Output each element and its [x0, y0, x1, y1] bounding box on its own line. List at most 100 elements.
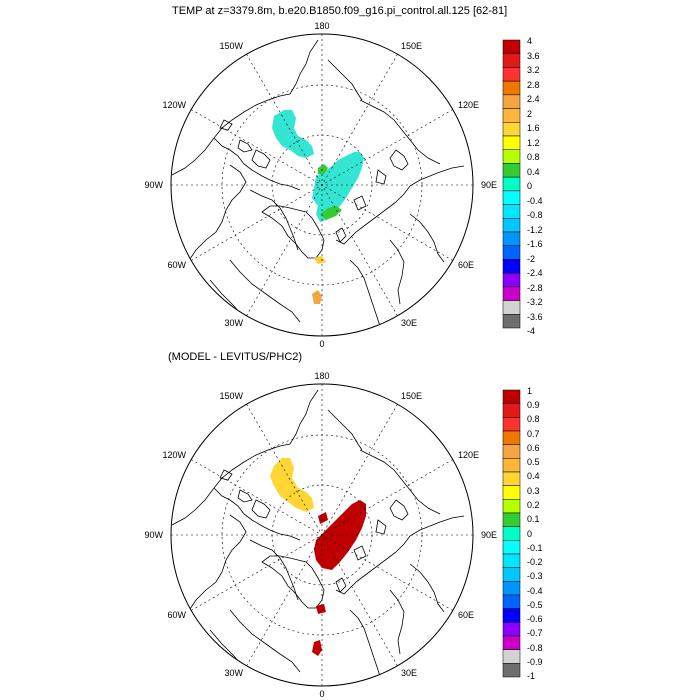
colorbar-box — [502, 581, 521, 596]
colorbar-label: -3.2 — [527, 297, 543, 307]
colorbar-label: 4 — [527, 36, 532, 46]
coastlines-top — [171, 39, 465, 336]
polar-map-bottom: 180 150E 120E 90E 60E 30E 0 30W 60W 90W … — [144, 371, 497, 699]
colorbar-bottom: 1 0.9 0.8 0.7 0.6 0.5 0.4 0.3 0.2 0.1 0 … — [502, 386, 543, 681]
panel-title-bottom: (MODEL - LEVITUS/PHC2) — [168, 351, 303, 363]
colorbar-label: -4 — [527, 326, 535, 336]
colorbar-label: -0.4 — [527, 196, 543, 206]
colorbar-box — [502, 485, 521, 500]
colorbar-box — [502, 540, 521, 555]
colorbar-box — [502, 231, 521, 246]
lon-label-150e: 150E — [401, 391, 422, 401]
colorbar-box — [502, 300, 521, 315]
field-top-5 — [312, 290, 322, 304]
colorbar-box — [502, 149, 521, 164]
colorbar-label: 3.6 — [527, 51, 540, 61]
colorbar-label: -1.6 — [527, 239, 543, 249]
lon-label-150w: 150W — [219, 41, 243, 51]
lon-label-120w: 120W — [162, 450, 186, 460]
colorbar-box — [502, 67, 521, 82]
colorbar-label: 2.8 — [527, 80, 540, 90]
colorbar-label: 1 — [527, 386, 532, 396]
colorbar-box — [502, 663, 521, 678]
lon-label-90e: 90E — [481, 530, 497, 540]
lon-label-30w: 30W — [224, 318, 243, 328]
colorbar-box — [502, 512, 521, 527]
field-top-2 — [318, 164, 328, 174]
colorbar-box — [502, 176, 521, 192]
field-top-1 — [312, 152, 364, 222]
colorbar-box — [502, 259, 521, 274]
colorbar-label: 0.9 — [527, 400, 540, 410]
map-boundary-top — [170, 33, 474, 337]
colorbar-box — [502, 108, 521, 123]
colorbar-box — [502, 444, 521, 459]
lon-label-0: 0 — [319, 339, 324, 349]
lon-label-120e: 120E — [458, 450, 479, 460]
colorbar-label: 0 — [527, 181, 532, 191]
colorbar-box — [502, 245, 521, 260]
colorbar-label: -0.5 — [527, 600, 543, 610]
colorbar-box — [502, 39, 521, 54]
lon-label-120w: 120W — [162, 100, 186, 110]
lon-label-90e: 90E — [481, 180, 497, 190]
colorbar-label: -1 — [527, 671, 535, 681]
colorbar-box — [502, 553, 521, 568]
field-bottom-4 — [312, 640, 322, 656]
panel-title-top: TEMP at z=3379.8m, b.e20.B1850.f09_g16.p… — [172, 5, 508, 17]
colorbar-label: 1.6 — [527, 123, 540, 133]
colorbar-box — [502, 204, 521, 219]
colorbar-box — [502, 286, 521, 301]
lon-label-180: 180 — [314, 21, 329, 31]
colorbar-box — [502, 94, 521, 109]
colorbar-label: -0.3 — [527, 571, 543, 581]
colorbar-label: -0.2 — [527, 557, 543, 567]
colorbar-box — [502, 314, 521, 329]
colorbar-label: -3.6 — [527, 312, 543, 322]
lon-label-150w: 150W — [219, 391, 243, 401]
colorbar-box — [502, 135, 521, 150]
lon-label-180: 180 — [314, 371, 329, 381]
colorbar-label: 0.5 — [527, 457, 540, 467]
colorbar-label: 0.6 — [527, 443, 540, 453]
colorbar-box — [502, 389, 521, 404]
colorbar-box — [502, 608, 521, 623]
lon-label-120e: 120E — [458, 100, 479, 110]
temperature-fields-top — [272, 110, 364, 304]
colorbar-label: 0 — [527, 529, 532, 539]
lon-label-90w: 90W — [144, 180, 163, 190]
lon-label-60w: 60W — [167, 260, 186, 270]
colorbar-box — [502, 635, 521, 650]
field-top-3 — [320, 206, 342, 220]
colorbar-box — [502, 499, 521, 514]
polar-map-top: 180 150E 120E 90E 60E 30E 0 30W 60W 90W … — [144, 21, 497, 349]
colorbar-box — [502, 80, 521, 96]
lon-label-30e: 30E — [401, 318, 417, 328]
colorbar-label: 1.2 — [527, 138, 540, 148]
colorbar-label: -2.8 — [527, 283, 543, 293]
colorbar-box — [502, 594, 521, 609]
colorbar-label: -0.4 — [527, 586, 543, 596]
colorbar-label: -0.8 — [527, 210, 543, 220]
lon-label-90w: 90W — [144, 530, 163, 540]
colorbar-label: -0.8 — [527, 643, 543, 653]
colorbar-box — [502, 458, 521, 473]
colorbar-box — [502, 163, 521, 178]
field-top-0 — [272, 110, 314, 158]
temperature-fields-bottom — [270, 458, 366, 656]
colorbar-box — [502, 649, 521, 664]
lon-label-60w: 60W — [167, 610, 186, 620]
field-bottom-1 — [314, 500, 366, 570]
colorbar-label: -0.1 — [527, 543, 543, 553]
field-bottom-2 — [318, 512, 328, 524]
colorbar-label: 0.3 — [527, 486, 540, 496]
colorbar-box — [502, 526, 521, 541]
graticule-bottom — [171, 384, 473, 686]
longitude-labels-top: 180 150E 120E 90E 60E 30E 0 30W 60W 90W … — [144, 21, 497, 349]
colorbar-box — [502, 622, 521, 637]
colorbar-box — [502, 190, 521, 205]
colorbar-label: 0.4 — [527, 167, 540, 177]
colorbar-label: 3.2 — [527, 65, 540, 75]
colorbar-box — [502, 218, 521, 233]
